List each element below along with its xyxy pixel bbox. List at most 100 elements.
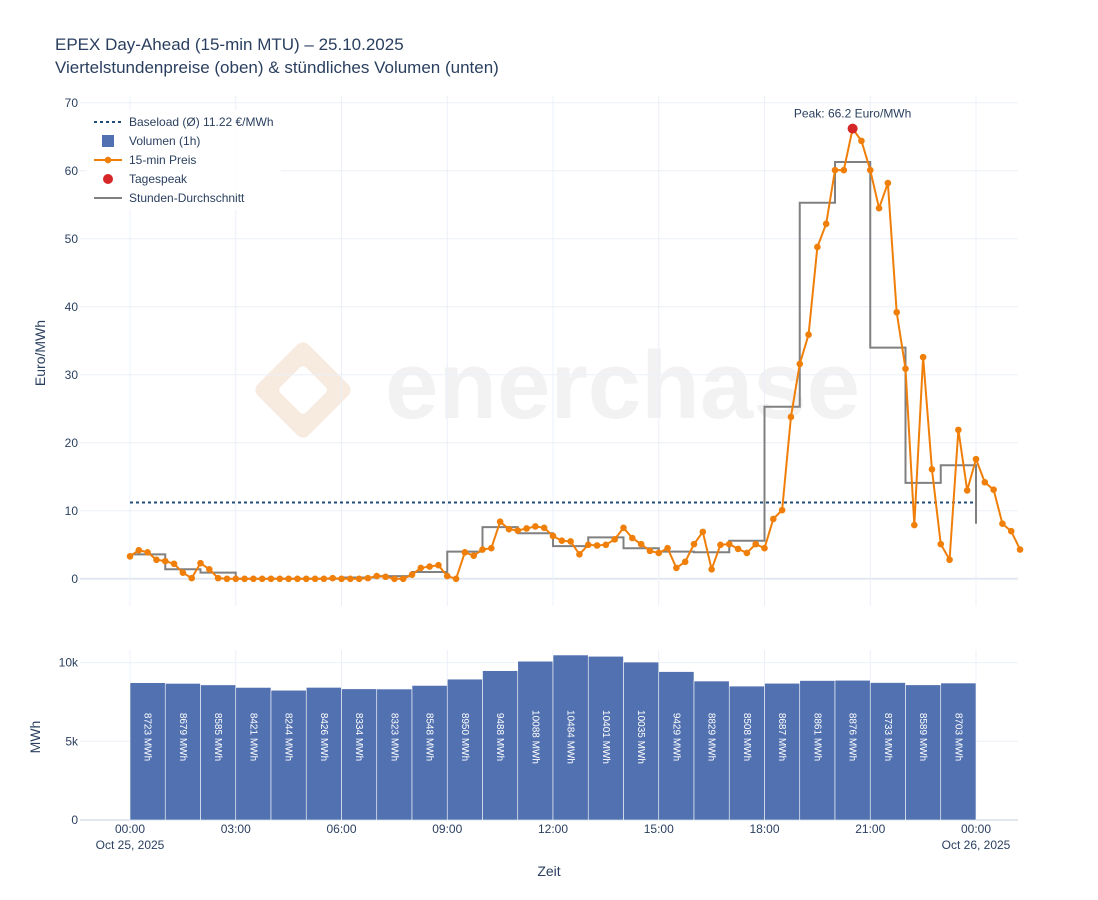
price-point xyxy=(620,524,627,532)
watermark: enerchase xyxy=(255,332,860,439)
price-point xyxy=(787,413,795,421)
price-point xyxy=(496,518,504,525)
price-point xyxy=(241,575,248,583)
volume-bar xyxy=(446,678,483,821)
volume-bar xyxy=(905,684,942,821)
volume-bar-label: 8589 MWh xyxy=(917,713,928,761)
price-point xyxy=(329,574,336,582)
price-point xyxy=(302,575,310,583)
volume-bar xyxy=(411,685,448,821)
price-point xyxy=(1016,546,1024,553)
watermark-text: enerchase xyxy=(385,332,860,439)
volume-bar xyxy=(200,684,237,821)
price-point xyxy=(470,552,477,559)
volume-bar-label: 8548 MWh xyxy=(424,713,435,761)
price-point xyxy=(673,564,680,572)
price-point xyxy=(796,360,804,368)
price-point xyxy=(258,575,266,583)
price-point xyxy=(382,573,389,581)
chart-subtitle: Viertelstundenpreise (oben) & stündliche… xyxy=(55,58,499,77)
legend-label: Volumen (1h) xyxy=(129,134,200,148)
volume-bar-label: 10088 MWh xyxy=(529,710,540,764)
volume-bar-label: 10035 MWh xyxy=(635,710,646,764)
peak-annotation: Peak: 66.2 Euro/MWh xyxy=(794,107,911,121)
x-tick: 18:00 xyxy=(749,822,779,836)
price-point xyxy=(972,455,980,463)
price-point xyxy=(752,540,759,548)
volume-y-tick: 5k xyxy=(65,734,79,748)
price-point xyxy=(822,220,830,228)
volume-bar xyxy=(587,655,624,821)
price-point xyxy=(858,137,865,145)
volume-bar xyxy=(764,682,801,821)
volume-bar-label: 8421 MWh xyxy=(247,713,258,761)
price-point xyxy=(355,575,363,583)
price-point xyxy=(285,575,292,583)
volume-bar-label: 8723 MWh xyxy=(142,713,153,761)
price-point xyxy=(523,525,530,532)
price-point xyxy=(558,537,566,545)
price-point xyxy=(637,540,645,548)
volume-bar-label: 10401 MWh xyxy=(600,710,611,764)
price-point xyxy=(170,560,178,568)
x-tick: 12:00 xyxy=(538,822,568,836)
volume-bar-label: 8508 MWh xyxy=(741,713,752,761)
x-tick: 21:00 xyxy=(855,822,885,836)
price-point xyxy=(761,544,768,552)
legend-item[interactable]: Volumen (1h) xyxy=(102,134,200,148)
volume-bar-label: 8829 MWh xyxy=(706,713,717,761)
price-point xyxy=(197,559,204,567)
legend-label: Tagespeak xyxy=(129,172,188,186)
volume-bar xyxy=(693,680,730,821)
chart-title: EPEX Day-Ahead (15-min MTU) – 25.10.2025 xyxy=(55,35,404,54)
volume-bar-label: 8687 MWh xyxy=(776,713,787,761)
price-point xyxy=(831,166,839,174)
price-point xyxy=(311,575,319,583)
price-point xyxy=(593,542,601,549)
volume-bar-label: 8679 MWh xyxy=(177,713,188,761)
price-y-tick: 70 xyxy=(65,96,79,110)
price-point xyxy=(338,575,345,583)
price-y-tick: 0 xyxy=(71,572,78,586)
legend[interactable]: Baseload (Ø) 11.22 €/MWh Volumen (1h) 15-m… xyxy=(86,110,281,210)
volume-bar xyxy=(658,671,695,821)
price-point xyxy=(126,553,134,560)
x-tick: 06:00 xyxy=(326,822,356,836)
price-point xyxy=(937,540,945,548)
volume-y-tick: 10k xyxy=(59,656,79,670)
price-point xyxy=(461,548,469,556)
watermark-logo-icon xyxy=(255,342,351,438)
price-point xyxy=(232,575,240,583)
price-point xyxy=(532,523,539,530)
legend-item[interactable]: 15-min Preis xyxy=(94,153,196,167)
price-point xyxy=(919,353,927,361)
legend-item[interactable]: Baseload (Ø) 11.22 €/MWh xyxy=(94,115,274,129)
volume-bar-label: 10484 MWh xyxy=(565,710,576,764)
price-point xyxy=(629,534,636,542)
price-point xyxy=(153,556,160,564)
price-point xyxy=(1007,527,1015,535)
x-tick: 15:00 xyxy=(644,822,674,836)
price-point xyxy=(928,466,936,473)
x-tick: 09:00 xyxy=(432,822,462,836)
price-point xyxy=(399,575,407,583)
price-point xyxy=(373,572,381,580)
price-y-ticks: 0 10 20 30 40 50 60 70 xyxy=(65,96,79,586)
volume-y-tick: 0 xyxy=(71,813,78,827)
price-point xyxy=(417,564,425,572)
price-point xyxy=(347,575,354,583)
price-point xyxy=(902,365,909,372)
volume-y-ticks: 0 5k 10k xyxy=(59,656,79,827)
price-y-tick: 10 xyxy=(65,504,79,518)
price-point xyxy=(161,557,169,565)
volume-bar xyxy=(799,680,836,821)
volume-bar xyxy=(305,687,342,821)
legend-label: Stunden-Durchschnitt xyxy=(129,191,245,205)
volume-bar xyxy=(940,682,977,821)
legend-item[interactable]: Tagespeak xyxy=(103,172,188,186)
price-point xyxy=(408,571,416,579)
legend-item[interactable]: Stunden-Durchschnitt xyxy=(94,191,245,205)
price-y-axis-title: Euro/MWh xyxy=(32,320,48,386)
price-point xyxy=(717,541,724,549)
